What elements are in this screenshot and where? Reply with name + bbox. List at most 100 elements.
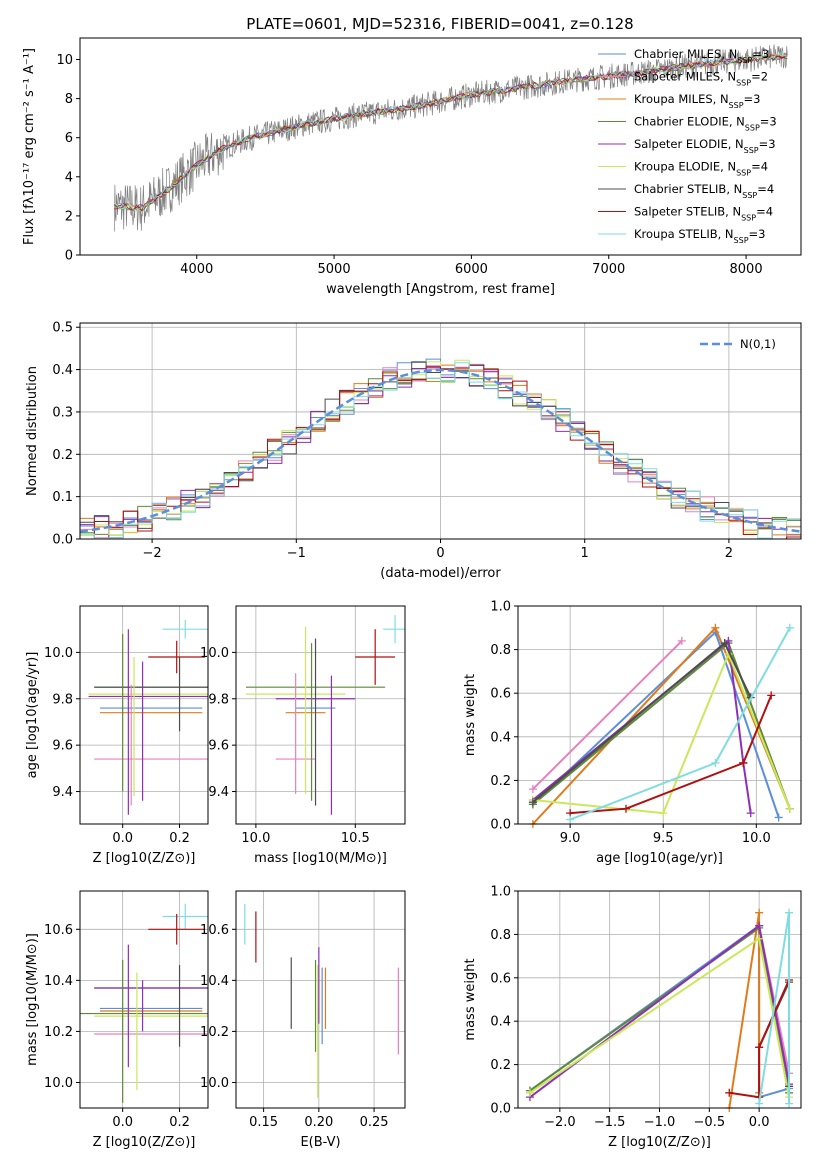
x-tick-label: −1.0: [644, 1115, 676, 1130]
mass-weight-point: [746, 809, 755, 818]
mass-weight-point: [566, 815, 575, 824]
y-tick-label: 0.8: [490, 928, 511, 943]
histogram-step: [80, 362, 801, 539]
mass-weight-point: [711, 623, 720, 632]
x-tick-label: 0.0: [749, 1115, 770, 1130]
y-tick-label: 0.5: [52, 321, 73, 336]
y-tick-label: 0.2: [490, 774, 511, 789]
x-tick-label: 10.5: [341, 831, 370, 846]
y-tick-label: 0.6: [490, 687, 511, 702]
mass-weight-line: [532, 638, 752, 814]
y-axis-label: mass [log10(M/M⊙)]: [25, 933, 40, 1066]
axes-frame: [235, 605, 406, 825]
x-tick-label: 6000: [455, 262, 488, 277]
y-tick-label: 1.0: [490, 600, 511, 615]
y-tick-label: 10.2: [44, 1025, 73, 1040]
x-tick-label: 5000: [318, 262, 351, 277]
x-tick-label: 0.15: [249, 1115, 278, 1130]
mass-weight-point: [528, 798, 537, 807]
y-tick-label: 10.0: [200, 1076, 229, 1091]
x-tick-label: 7000: [592, 262, 625, 277]
x-axis-label: wavelength [Angstrom, rest frame]: [326, 282, 555, 297]
y-tick-label: 0: [65, 249, 73, 264]
mass-weight-line: [532, 640, 683, 790]
mass-weight-point: [785, 1099, 794, 1108]
x-axis-label: Z [log10(Z/Z⊙)]: [93, 851, 196, 866]
legend-label: Kroupa MILES, NSSP=3: [634, 92, 760, 110]
axes-frame: [235, 890, 406, 1109]
mass-weight-point: [774, 813, 783, 822]
y-tick-label: 0.0: [490, 1102, 511, 1117]
y-tick-label: 10.4: [44, 974, 73, 989]
y-tick-label: 10.6: [44, 923, 73, 938]
mass-weight-point: [755, 908, 764, 917]
x-tick-label: 0.20: [304, 1115, 333, 1130]
axes-frame: [79, 890, 209, 1109]
y-tick-label: 9.8: [208, 692, 229, 707]
legend-label: Chabrier ELODIE, NSSP=3: [634, 115, 777, 133]
legend-label: Salpeter ELODIE, NSSP=3: [634, 137, 776, 155]
y-tick-label: 9.4: [52, 785, 73, 800]
x-tick-label: 0.25: [360, 1115, 389, 1130]
x-axis-label: E(B-V): [300, 1135, 340, 1150]
x-tick-label: 0.0: [112, 1115, 133, 1130]
y-tick-label: 10.2: [200, 1025, 229, 1040]
x-tick-label: 4000: [180, 262, 213, 277]
y-tick-label: 0.8: [490, 643, 511, 658]
x-axis-label: Z [log10(Z/Z⊙)]: [93, 1135, 196, 1150]
x-tick-label: 0.2: [169, 1115, 190, 1130]
mass-weight-line: [532, 651, 791, 815]
y-tick-label: 0.2: [52, 448, 73, 463]
mass-weight-point: [711, 758, 720, 767]
x-tick-label: −0.5: [694, 1115, 726, 1130]
y-tick-label: 0.6: [490, 971, 511, 986]
mass-weight-point: [621, 804, 630, 813]
mass-weight-point: [528, 785, 537, 794]
mass-weight-point: [677, 636, 686, 645]
y-tick-label: 0.0: [490, 818, 511, 833]
y-axis-label: mass weight: [463, 958, 478, 1040]
y-tick-label: 0.4: [52, 363, 73, 378]
mass-weight-point: [785, 908, 794, 917]
x-tick-label: 10.0: [241, 831, 270, 846]
y-tick-label: 0.1: [52, 490, 73, 505]
x-axis-label: (data-model)/error: [380, 566, 501, 581]
legend-label: Kroupa ELODIE, NSSP=4: [634, 160, 768, 178]
mass-weight-point: [755, 921, 764, 930]
axes-frame: [79, 605, 209, 825]
model-spectrum: [114, 54, 788, 211]
x-tick-label: 2: [725, 546, 733, 561]
x-tick-label: 9.0: [560, 831, 581, 846]
y-tick-label: 10.4: [200, 974, 229, 989]
mass-weight-point: [755, 934, 764, 943]
x-axis-label: mass [log10(M/M⊙)]: [254, 851, 387, 866]
x-tick-label: 0.0: [112, 831, 133, 846]
mass-weight-point: [755, 1099, 764, 1108]
legend-label: Salpeter STELIB, NSSP=4: [634, 205, 773, 223]
x-tick-label: 0: [436, 546, 444, 561]
y-tick-label: 9.4: [208, 785, 229, 800]
axes-frame: [517, 605, 802, 825]
x-tick-label: −1.5: [594, 1115, 626, 1130]
y-tick-label: 9.6: [52, 739, 73, 754]
y-tick-label: 6: [65, 131, 73, 146]
x-tick-label: −1: [287, 546, 306, 561]
x-tick-label: −2: [143, 546, 162, 561]
y-axis-label: mass weight: [463, 674, 478, 756]
observed-spectrum: [113, 44, 788, 232]
y-tick-label: 0.2: [490, 1058, 511, 1073]
y-tick-label: 10.6: [200, 923, 229, 938]
mass-weight-line: [570, 695, 773, 815]
x-tick-label: −2.0: [544, 1115, 576, 1130]
mass-weight-point: [785, 623, 794, 632]
y-axis-label: Flux [fλ10⁻¹⁷ erg cm⁻² s⁻¹ A⁻¹]: [22, 48, 37, 245]
normal-curve: [79, 368, 802, 533]
y-tick-label: 0.0: [52, 533, 73, 548]
mass-weight-point: [525, 1088, 534, 1097]
y-tick-label: 4: [65, 170, 73, 185]
x-tick-label: 9.5: [653, 831, 674, 846]
y-tick-label: 10.0: [44, 1076, 73, 1091]
x-tick-label: 0.2: [169, 831, 190, 846]
y-tick-label: 8: [65, 92, 73, 107]
